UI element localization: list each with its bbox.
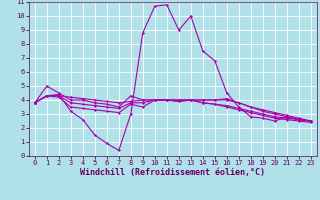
X-axis label: Windchill (Refroidissement éolien,°C): Windchill (Refroidissement éolien,°C) bbox=[80, 168, 265, 177]
